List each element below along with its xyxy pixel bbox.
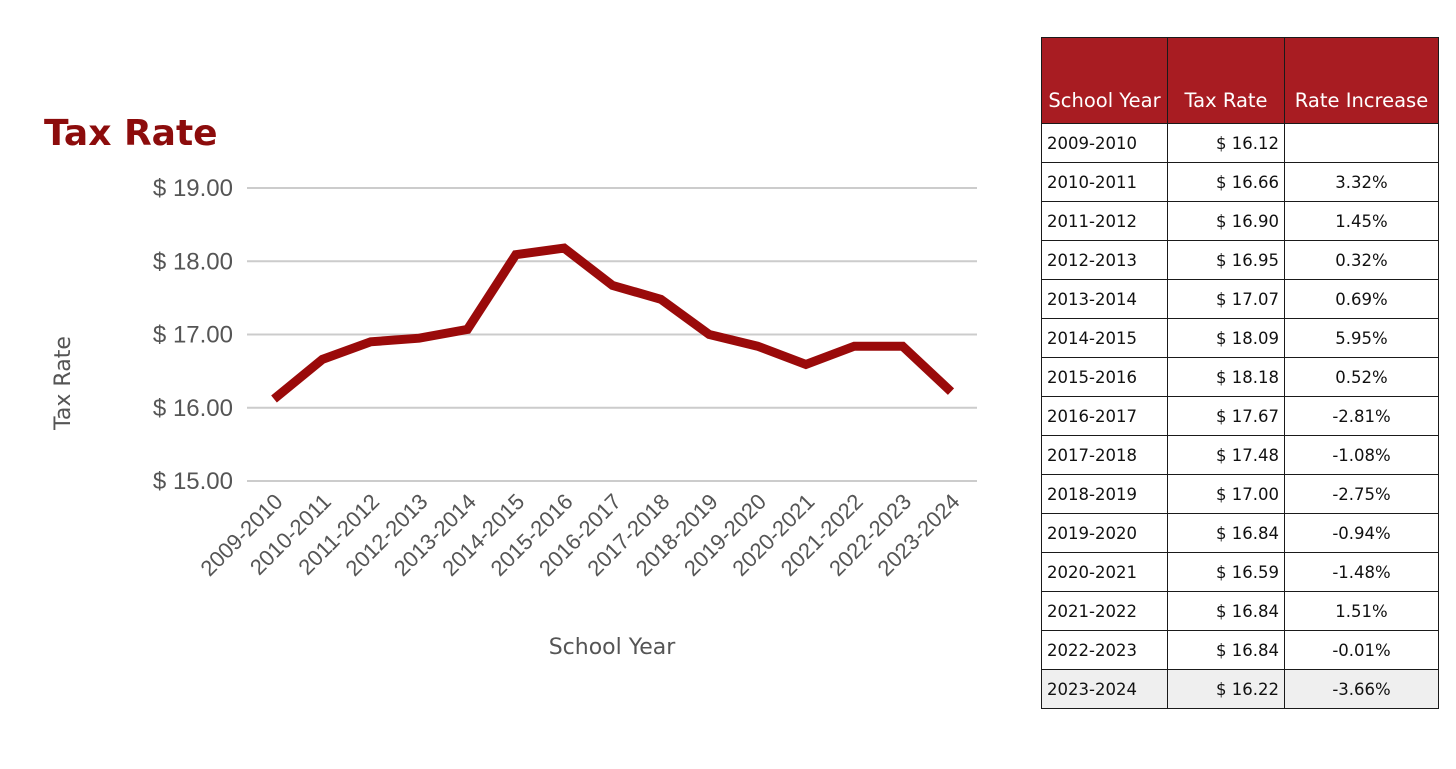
table-row: 2023-2024 $ 16.22 -3.66% (1041, 669, 1439, 709)
cell-rate-increase: -2.81% (1284, 396, 1439, 436)
cell-rate-increase: -1.08% (1284, 435, 1439, 475)
table-row: 2019-2020 $ 16.84 -0.94% (1041, 513, 1439, 553)
cell-tax-rate: $ 17.07 (1167, 279, 1285, 319)
cell-rate-increase (1284, 123, 1439, 163)
cell-rate-increase: -2.75% (1284, 474, 1439, 514)
table-row: 2018-2019 $ 17.00 -2.75% (1041, 474, 1439, 514)
table-row: 2017-2018 $ 17.48 -1.08% (1041, 435, 1439, 475)
cell-tax-rate: $ 18.18 (1167, 357, 1285, 397)
y-axis-ticks: $ 15.00 $ 16.00 $ 17.00 $ 18.00 $ 19.00 (153, 175, 233, 495)
table-row: 2009-2010 $ 16.12 (1041, 123, 1439, 163)
x-axis-ticks: 2009-20102010-20112011-20122012-20132013… (195, 489, 964, 581)
cell-school-year: 2023-2024 (1041, 669, 1168, 709)
table-row: 2021-2022 $ 16.84 1.51% (1041, 591, 1439, 631)
cell-tax-rate: $ 16.95 (1167, 240, 1285, 280)
cell-tax-rate: $ 16.90 (1167, 201, 1285, 241)
cell-school-year: 2017-2018 (1041, 435, 1168, 475)
table-row: 2022-2023 $ 16.84 -0.01% (1041, 630, 1439, 670)
cell-school-year: 2022-2023 (1041, 630, 1168, 670)
cell-school-year: 2019-2020 (1041, 513, 1168, 553)
tax-rate-table: School Year Tax Rate Rate Increase 2009-… (1041, 37, 1439, 709)
cell-rate-increase: -0.94% (1284, 513, 1439, 553)
cell-school-year: 2010-2011 (1041, 162, 1168, 202)
cell-tax-rate: $ 16.84 (1167, 513, 1285, 553)
x-axis-label: School Year (549, 635, 677, 660)
table-row: 2016-2017 $ 17.67 -2.81% (1041, 396, 1439, 436)
y-tick-label: $ 19.00 (153, 175, 233, 202)
y-tick-label: $ 15.00 (153, 468, 233, 495)
header-tax-rate: Tax Rate (1167, 37, 1285, 124)
table-row: 2020-2021 $ 16.59 -1.48% (1041, 552, 1439, 592)
series-group (271, 243, 955, 403)
cell-school-year: 2015-2016 (1041, 357, 1168, 397)
cell-tax-rate: $ 16.12 (1167, 123, 1285, 163)
table-row: 2014-2015 $ 18.09 5.95% (1041, 318, 1439, 358)
cell-rate-increase: -0.01% (1284, 630, 1439, 670)
chart-title: Tax Rate (44, 113, 218, 154)
cell-school-year: 2018-2019 (1041, 474, 1168, 514)
cell-school-year: 2009-2010 (1041, 123, 1168, 163)
cell-rate-increase: 5.95% (1284, 318, 1439, 358)
tax-rate-line-chart: Tax Rate $ 15.00$ 16.00$ 17.00$ 18.00$ 1… (44, 113, 977, 660)
table-row: 2012-2013 $ 16.95 0.32% (1041, 240, 1439, 280)
cell-tax-rate: $ 17.67 (1167, 396, 1285, 436)
table-header-row: School Year Tax Rate Rate Increase (1041, 37, 1439, 124)
cell-school-year: 2012-2013 (1041, 240, 1168, 280)
gridlines (247, 187, 977, 482)
cell-school-year: 2013-2014 (1041, 279, 1168, 319)
table-row: 2011-2012 $ 16.90 1.45% (1041, 201, 1439, 241)
cell-rate-increase: -3.66% (1284, 669, 1439, 709)
y-tick-label: $ 17.00 (153, 322, 233, 349)
cell-tax-rate: $ 16.22 (1167, 669, 1285, 709)
cell-rate-increase: 0.32% (1284, 240, 1439, 280)
y-tick-label: $ 16.00 (153, 395, 233, 422)
cell-rate-increase: 0.69% (1284, 279, 1439, 319)
series-line (271, 243, 955, 403)
cell-tax-rate: $ 16.59 (1167, 552, 1285, 592)
cell-rate-increase: 3.32% (1284, 162, 1439, 202)
cell-tax-rate: $ 17.48 (1167, 435, 1285, 475)
cell-school-year: 2011-2012 (1041, 201, 1168, 241)
cell-tax-rate: $ 18.09 (1167, 318, 1285, 358)
table-row: 2013-2014 $ 17.07 0.69% (1041, 279, 1439, 319)
table-row: 2015-2016 $ 18.18 0.52% (1041, 357, 1439, 397)
cell-tax-rate: $ 17.00 (1167, 474, 1285, 514)
y-tick-label: $ 18.00 (153, 248, 233, 275)
cell-school-year: 2021-2022 (1041, 591, 1168, 631)
cell-school-year: 2020-2021 (1041, 552, 1168, 592)
cell-rate-increase: 1.45% (1284, 201, 1439, 241)
table-row: 2010-2011 $ 16.66 3.32% (1041, 162, 1439, 202)
cell-tax-rate: $ 16.84 (1167, 630, 1285, 670)
y-axis-label: Tax Rate (51, 336, 76, 431)
table-body: 2009-2010 $ 16.12 2010-2011 $ 16.66 3.32% 201… (1041, 123, 1439, 709)
cell-rate-increase: 1.51% (1284, 591, 1439, 631)
cell-tax-rate: $ 16.66 (1167, 162, 1285, 202)
cell-tax-rate: $ 16.84 (1167, 591, 1285, 631)
cell-rate-increase: 0.52% (1284, 357, 1439, 397)
cell-school-year: 2016-2017 (1041, 396, 1168, 436)
cell-school-year: 2014-2015 (1041, 318, 1168, 358)
cell-rate-increase: -1.48% (1284, 552, 1439, 592)
header-school-year: School Year (1041, 37, 1168, 124)
header-rate-increase: Rate Increase (1284, 37, 1439, 124)
